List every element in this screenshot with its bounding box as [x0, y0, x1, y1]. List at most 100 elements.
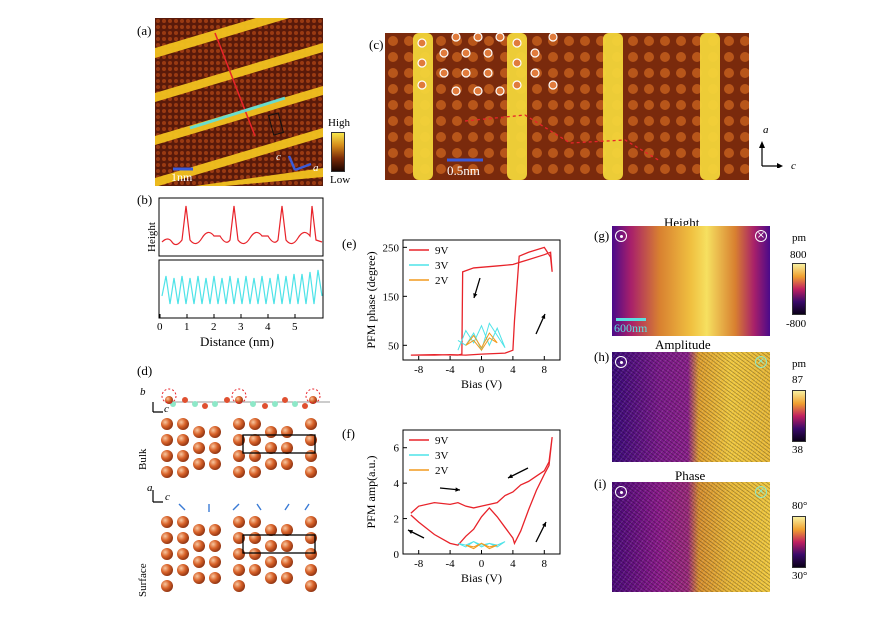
panel-h-cb-max: 87 [792, 374, 803, 386]
chart-e-xtick-label: 0 [479, 364, 485, 376]
chart-f-legend-label: 3V [435, 450, 449, 462]
panel-d-surface-atoms [161, 516, 317, 592]
chart-e-series-2V [465, 332, 498, 352]
chart-e-ytick-label: 50 [388, 340, 400, 352]
panel-g-label: (g) [594, 228, 610, 243]
chart-e-frame [402, 239, 561, 361]
panel-d-label: (d) [137, 363, 153, 378]
panel-d-axis-c1: c [164, 403, 169, 415]
panel-g-cross-out-icon: × [755, 230, 767, 242]
chart-f-series-3V [457, 541, 506, 548]
panel-c-red-path [464, 114, 661, 162]
panel-a-arrow-c [287, 155, 297, 171]
panel-g-colorbar [792, 263, 806, 315]
panel-b-xtick-3: 3 [238, 321, 244, 333]
panel-g-scale-text: 600nm [614, 321, 648, 335]
panel-a-cyan-line [189, 96, 286, 130]
panel-g-height-map: × 600nm [612, 226, 770, 336]
panel-g-cb-max: 800 [790, 249, 807, 261]
panel-b-xtick-4: 4 [265, 321, 271, 333]
panel-a-unit-cell-box [267, 112, 285, 136]
panel-d-bulk-atoms [161, 418, 317, 478]
chart-f-ylabel: PFM amp(a.u.) [364, 456, 378, 529]
chart-f-ytick-label: 6 [394, 443, 400, 455]
panel-c-axis-c: c [791, 160, 796, 172]
chart-f-series-2V [465, 542, 498, 550]
panel-g-dot-in-icon [615, 230, 627, 242]
panel-a-cb-low: Low [330, 174, 351, 186]
panel-a-red-line [214, 32, 256, 137]
panel-b-xtick-1: 1 [184, 321, 190, 333]
chart-f-series-9V [410, 437, 553, 546]
chart-f-arrow-left-head [508, 474, 513, 478]
panel-d-bulk-unit-cell [242, 434, 316, 454]
chart-e: (e) -8 -4 0 4 8 50 150 250 Bias (V) PFM phase (deg… [342, 236, 561, 391]
panel-i-cb-min: 30° [792, 570, 808, 582]
panel-i-title: Phase [675, 468, 706, 483]
panel-d-surface-unit-cell [242, 534, 316, 554]
chart-e-legend-label: 9V [435, 245, 449, 257]
panel-c-axes-icon [759, 141, 783, 168]
panel-h-label: (h) [594, 349, 610, 364]
panel-a-cb-high: High [328, 117, 350, 129]
panel-a-label: (a) [137, 23, 152, 38]
panel-d-bulk-label: Bulk [137, 448, 149, 470]
chart-e-ylabel: PFM phase (degree) [364, 251, 378, 348]
panel-a-arrow-a [294, 162, 312, 172]
panel-g-scalebar [616, 318, 646, 321]
chart-e-arrow-up-head [541, 314, 546, 319]
panel-h-title: Amplitude [655, 337, 711, 352]
panel-h-amplitude-map: × [612, 352, 770, 462]
chart-e-xtick-label: -4 [446, 364, 456, 376]
panel-i-cross-out-icon: × [755, 486, 767, 498]
panel-d-surface-arrows [178, 503, 310, 512]
panel-i-colorbar [792, 516, 806, 568]
chart-e-xtick-label: 8 [542, 364, 548, 376]
panel-b-xtick-5: 5 [292, 321, 298, 333]
panel-h-cross-out-icon: × [755, 356, 767, 368]
panel-g-cb-min: -800 [786, 318, 807, 330]
chart-f-xtick-label: 0 [479, 558, 485, 570]
panel-h-colorbar [792, 390, 806, 442]
panel-d-surface-label: Surface [137, 563, 149, 597]
chart-f-label: (f) [342, 426, 355, 441]
chart-f-xlabel: Bias (V) [461, 571, 502, 585]
panel-a-colorbar [331, 132, 345, 172]
chart-e-xlabel: Bias (V) [461, 377, 502, 391]
chart-e-arrow-down-head [473, 293, 478, 298]
panel-b-ylabel: Height [146, 222, 158, 252]
chart-f-xtick-label: 8 [542, 558, 548, 570]
chart-f: (f) -8 -4 0 4 8 0 2 4 6 Bias (V) PFM amp(a.u.) 9V 3V 2… [342, 426, 561, 585]
panel-d-axis-a: a [147, 482, 153, 494]
panel-a-axis-a: a [313, 162, 319, 174]
panel-i-phase-map: × [612, 482, 770, 592]
chart-e-label: (e) [342, 236, 356, 251]
panel-b-red-profile [161, 205, 323, 246]
panel-b-xtick-2: 2 [211, 321, 217, 333]
panel-i-dot-in-icon [615, 486, 627, 498]
panel-a-stm-image [155, 18, 323, 186]
chart-f-arrow-right-head [455, 487, 460, 492]
chart-e-ytick-label: 250 [383, 242, 400, 254]
chart-e-legend-label: 3V [435, 260, 449, 272]
panel-a-axis-c: c [276, 151, 281, 163]
chart-e-xtick-label: -8 [414, 364, 424, 376]
panel-b-xtick-0: 0 [157, 321, 163, 333]
panel-g-unit: pm [792, 232, 807, 244]
panel-c-scale-text: 0.5nm [447, 163, 480, 178]
panel-d-axis-b: b [140, 386, 146, 398]
panel-b-top-frame [158, 197, 324, 257]
panel-b-label: (b) [137, 192, 153, 207]
chart-e-ytick-label: 150 [383, 291, 400, 303]
chart-f-arrow-lower-left-head [408, 530, 413, 534]
chart-f-xtick-label: 4 [510, 558, 516, 570]
chart-f-legend-label: 9V [435, 435, 449, 447]
chart-f-arrow-up-head [542, 522, 546, 527]
panel-c-axis-a: a [763, 124, 769, 136]
chart-f-ytick-label: 2 [394, 514, 400, 526]
chart-e-series-9V [410, 246, 553, 356]
chart-e-xtick-label: 4 [510, 364, 516, 376]
panel-a-scale-text: 1nm [171, 170, 193, 184]
panel-i-cb-max: 80° [792, 500, 808, 512]
chart-e-series-3V [457, 322, 506, 352]
